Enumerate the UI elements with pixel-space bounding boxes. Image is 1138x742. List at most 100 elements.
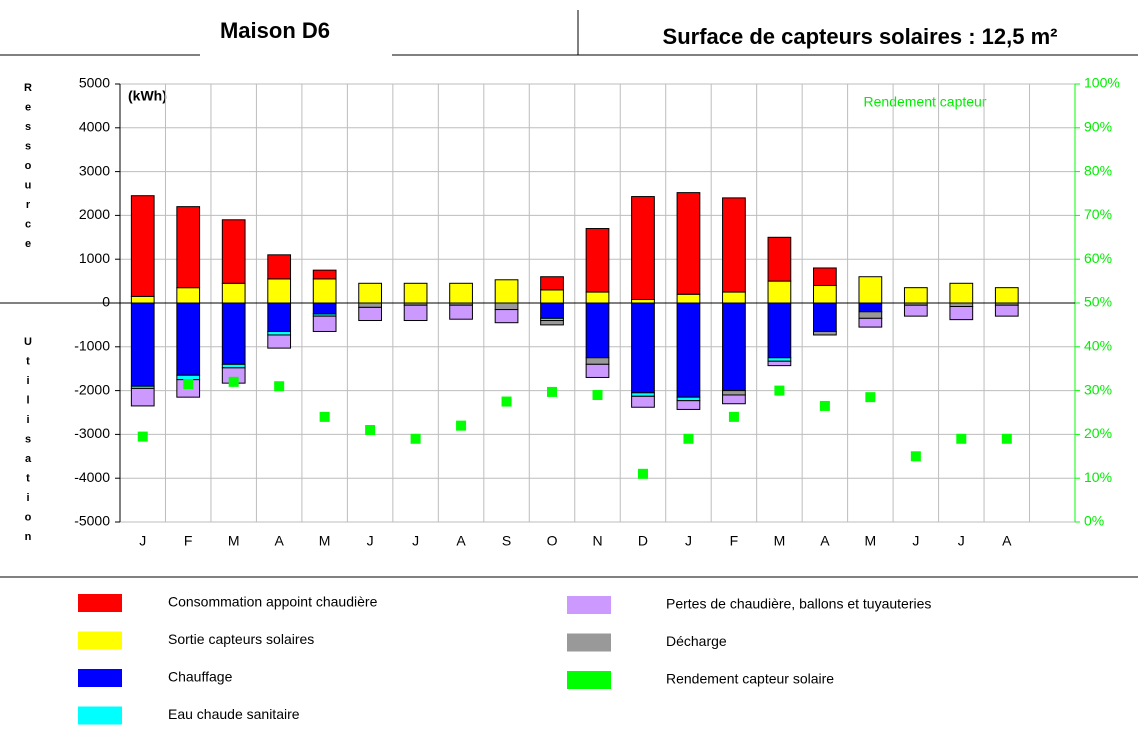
- bar-segment: [722, 302, 746, 392]
- marker: [365, 425, 376, 436]
- marker: [456, 420, 467, 431]
- bar-segment: [540, 276, 564, 291]
- bar-segment: [176, 206, 201, 289]
- bar-segment: [858, 311, 883, 319]
- x-tick-label: D: [638, 533, 648, 549]
- y-tick-label: 5000: [79, 75, 110, 91]
- bar-segment: [358, 302, 382, 308]
- bar-segment: [631, 302, 655, 394]
- bar-segment: [221, 302, 246, 365]
- bar-segment: [176, 287, 201, 304]
- bar-segment: [722, 394, 746, 405]
- marker: [547, 386, 558, 397]
- y2-tick-label: 50%: [1084, 294, 1112, 310]
- bar-segment: [494, 279, 519, 304]
- bar-segment: [722, 291, 746, 304]
- marker: [183, 379, 194, 390]
- x-tick-label: A: [1002, 533, 1012, 549]
- y-tick-label: -5000: [74, 513, 110, 529]
- bar-segment: [994, 287, 1019, 304]
- marker: [274, 381, 285, 392]
- bar-segment: [130, 302, 155, 387]
- legend-label: Eau chaude sanitaire: [168, 706, 300, 722]
- bar-segment: [813, 330, 837, 336]
- bar-segment: [903, 304, 928, 317]
- bar-segment: [631, 196, 655, 300]
- bar-segment: [130, 195, 155, 297]
- y-tick-label: -3000: [74, 425, 110, 441]
- bar-segment: [585, 302, 610, 359]
- bar-segment: [540, 320, 564, 326]
- bar-segment: [585, 228, 610, 293]
- bar-segment: [949, 302, 974, 308]
- bar-segment: [449, 282, 473, 304]
- x-tick-label: A: [820, 533, 830, 549]
- y-tick-label: 4000: [79, 119, 110, 135]
- bar-segment: [449, 304, 473, 320]
- bar-segment: [676, 400, 701, 410]
- bar-segment: [858, 276, 883, 304]
- x-tick-label: J: [912, 533, 919, 549]
- x-tick-label: J: [412, 533, 419, 549]
- x-tick-label: O: [547, 533, 558, 549]
- bar-segment: [767, 280, 792, 304]
- y2-tick-label: 40%: [1084, 338, 1112, 354]
- y-tick-label: -2000: [74, 381, 110, 397]
- bar-segment: [631, 395, 655, 408]
- bar-segment: [858, 302, 883, 313]
- x-tick-label: J: [139, 533, 146, 549]
- marker: [637, 468, 648, 479]
- marker: [501, 396, 512, 407]
- y2-tick-label: 0%: [1084, 513, 1104, 529]
- y-tick-label: 3000: [79, 162, 110, 178]
- marker: [910, 451, 921, 462]
- x-tick-label: A: [456, 533, 466, 549]
- x-tick-label: J: [367, 533, 374, 549]
- bar-segment: [676, 293, 701, 304]
- bar-segment: [494, 309, 519, 324]
- legend-label: Décharge: [666, 633, 727, 649]
- y2-tick-label: 10%: [1084, 469, 1112, 485]
- chart-title: Maison D6: [220, 18, 330, 43]
- x-tick-label: M: [228, 533, 240, 549]
- bar-segment: [767, 360, 792, 367]
- bar-segment: [949, 282, 974, 304]
- bar-segment: [130, 295, 155, 304]
- legend-swatch: [78, 631, 122, 650]
- bar-segment: [312, 315, 337, 332]
- y-tick-label: 1000: [79, 250, 110, 266]
- marker: [774, 385, 785, 396]
- legend-label: Consommation appoint chaudière: [168, 594, 378, 610]
- y2-tick-label: 70%: [1084, 206, 1112, 222]
- bar-segment: [676, 192, 701, 295]
- marker: [1001, 433, 1012, 444]
- marker: [819, 400, 830, 411]
- x-tick-label: S: [502, 533, 511, 549]
- bar-segment: [722, 197, 746, 293]
- bar-segment: [540, 289, 564, 304]
- bar-segment: [267, 278, 292, 304]
- bar-segment: [176, 302, 201, 376]
- bar-segment: [267, 334, 292, 349]
- legend-label: Sortie capteurs solaires: [168, 631, 314, 647]
- chart-subtitle: Surface de capteurs solaires : 12,5 m²: [663, 24, 1058, 49]
- y2-tick-label: 20%: [1084, 425, 1112, 441]
- bar-segment: [631, 298, 655, 304]
- legend-swatch: [567, 596, 611, 614]
- bar-segment: [221, 363, 246, 369]
- bar-segment: [676, 302, 701, 398]
- marker: [410, 433, 421, 444]
- bar-segment: [176, 374, 201, 381]
- annotation: Rendement capteur: [864, 94, 987, 110]
- bar-segment: [267, 330, 292, 336]
- x-tick-label: M: [319, 533, 331, 549]
- bar-segment: [267, 302, 292, 332]
- bar-segment: [631, 392, 655, 397]
- y-tick-label: -4000: [74, 469, 110, 485]
- y-tick-label: 2000: [79, 206, 110, 222]
- y2-tick-label: 100%: [1084, 75, 1120, 91]
- bar-segment: [903, 287, 928, 304]
- legend-swatch: [78, 594, 122, 612]
- legend-swatch: [78, 669, 122, 687]
